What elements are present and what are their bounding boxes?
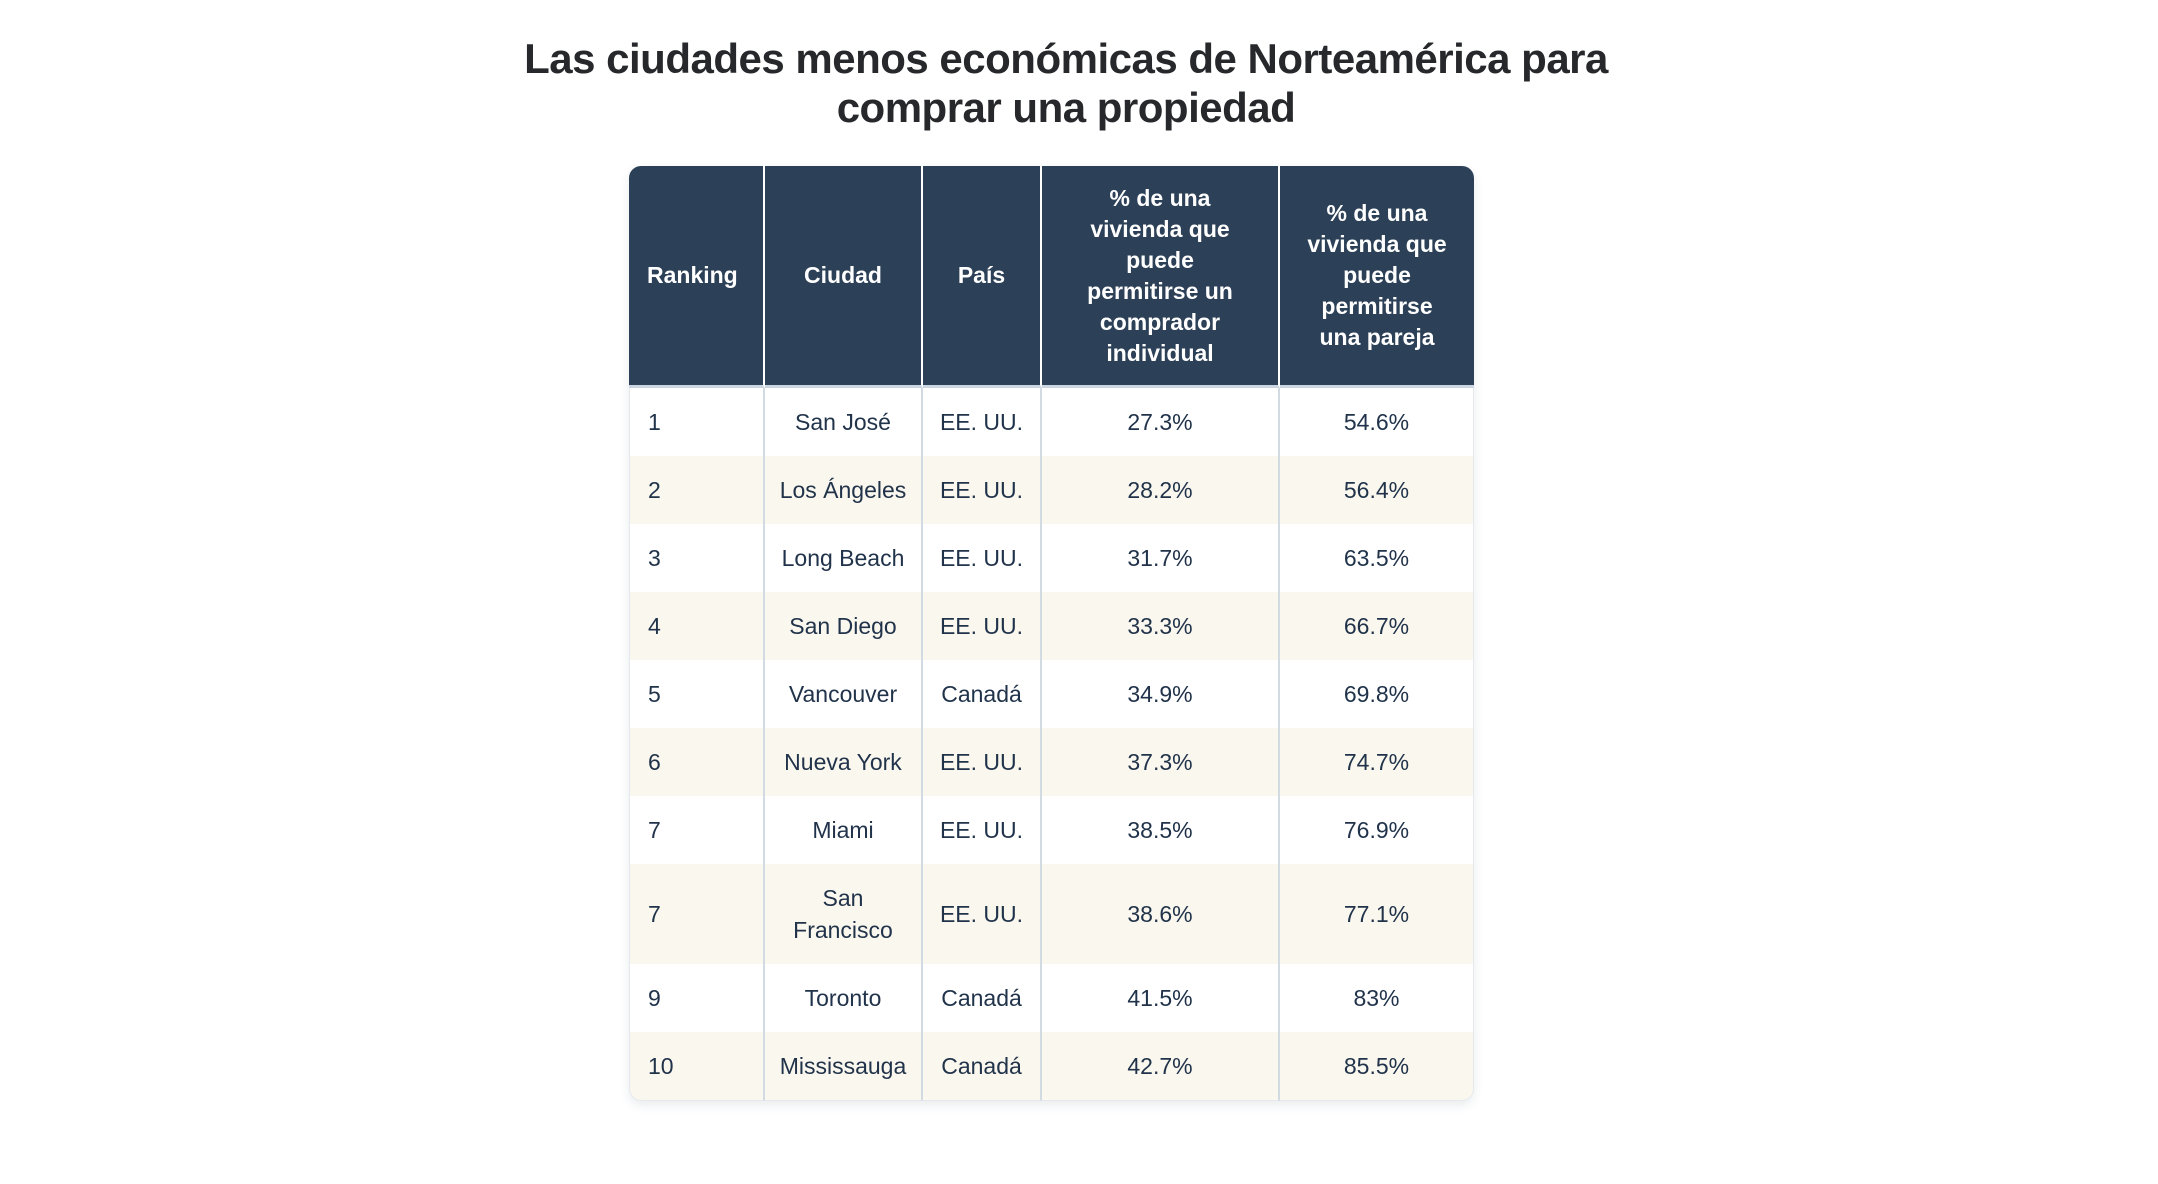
pct-individual-cell: 38.6% — [1042, 864, 1280, 964]
header-city: Ciudad — [765, 166, 923, 388]
city-cell: Miami — [765, 796, 923, 864]
table-row: 1 San José EE. UU. 27.3% 54.6% — [629, 388, 1474, 456]
pct-couple-cell: 56.4% — [1280, 456, 1474, 524]
ranking-cell: 2 — [629, 456, 765, 524]
pct-individual-cell: 33.3% — [1042, 592, 1280, 660]
table-row: 6 Nueva York EE. UU. 37.3% 74.7% — [629, 728, 1474, 796]
country-cell: EE. UU. — [923, 456, 1042, 524]
country-cell: Canadá — [923, 964, 1042, 1032]
header-country: País — [923, 166, 1042, 388]
header-pct-couple: % de una vivienda que puede permitirse u… — [1280, 166, 1474, 388]
ranking-cell: 3 — [629, 524, 765, 592]
city-cell: Vancouver — [765, 660, 923, 728]
pct-individual-cell: 42.7% — [1042, 1032, 1280, 1101]
affordability-table: Ranking Ciudad País % de una vivienda qu… — [629, 166, 1474, 1101]
header-pct-individual: % de una vivienda que puede permitirse u… — [1042, 166, 1280, 388]
pct-individual-cell: 34.9% — [1042, 660, 1280, 728]
table-row: 7 San Francisco EE. UU. 38.6% 77.1% — [629, 864, 1474, 964]
page-title: Las ciudades menos económicas de Norteam… — [524, 35, 1608, 131]
pct-individual-cell: 27.3% — [1042, 388, 1280, 456]
city-cell: Long Beach — [765, 524, 923, 592]
city-cell: San Francisco — [765, 864, 923, 964]
pct-couple-cell: 76.9% — [1280, 796, 1474, 864]
country-cell: EE. UU. — [923, 728, 1042, 796]
pct-individual-cell: 28.2% — [1042, 456, 1280, 524]
header-row: Ranking Ciudad País % de una vivienda qu… — [629, 166, 1474, 388]
affordability-table-container: Ranking Ciudad País % de una vivienda qu… — [629, 166, 1474, 1101]
ranking-cell: 7 — [629, 796, 765, 864]
pct-couple-cell: 66.7% — [1280, 592, 1474, 660]
table-row: 3 Long Beach EE. UU. 31.7% 63.5% — [629, 524, 1474, 592]
pct-couple-cell: 83% — [1280, 964, 1474, 1032]
ranking-cell: 6 — [629, 728, 765, 796]
pct-individual-cell: 31.7% — [1042, 524, 1280, 592]
ranking-cell: 9 — [629, 964, 765, 1032]
country-cell: EE. UU. — [923, 592, 1042, 660]
country-cell: EE. UU. — [923, 524, 1042, 592]
ranking-cell: 1 — [629, 388, 765, 456]
country-cell: EE. UU. — [923, 796, 1042, 864]
pct-couple-cell: 77.1% — [1280, 864, 1474, 964]
city-cell: Los Ángeles — [765, 456, 923, 524]
table-row: 10 Mississauga Canadá 42.7% 85.5% — [629, 1032, 1474, 1101]
pct-couple-cell: 63.5% — [1280, 524, 1474, 592]
pct-individual-cell: 38.5% — [1042, 796, 1280, 864]
ranking-cell: 5 — [629, 660, 765, 728]
pct-couple-cell: 85.5% — [1280, 1032, 1474, 1101]
city-cell: Toronto — [765, 964, 923, 1032]
city-cell: San José — [765, 388, 923, 456]
table-row: 4 San Diego EE. UU. 33.3% 66.7% — [629, 592, 1474, 660]
city-cell: Mississauga — [765, 1032, 923, 1101]
country-cell: EE. UU. — [923, 388, 1042, 456]
pct-couple-cell: 54.6% — [1280, 388, 1474, 456]
pct-individual-cell: 37.3% — [1042, 728, 1280, 796]
city-cell: San Diego — [765, 592, 923, 660]
country-cell: Canadá — [923, 1032, 1042, 1101]
country-cell: EE. UU. — [923, 864, 1042, 964]
table-row: 5 Vancouver Canadá 34.9% 69.8% — [629, 660, 1474, 728]
pct-couple-cell: 74.7% — [1280, 728, 1474, 796]
table-header: Ranking Ciudad País % de una vivienda qu… — [629, 166, 1474, 388]
pct-individual-cell: 41.5% — [1042, 964, 1280, 1032]
pct-couple-cell: 69.8% — [1280, 660, 1474, 728]
city-cell: Nueva York — [765, 728, 923, 796]
ranking-cell: 7 — [629, 864, 765, 964]
ranking-cell: 4 — [629, 592, 765, 660]
country-cell: Canadá — [923, 660, 1042, 728]
header-ranking: Ranking — [629, 166, 765, 388]
table-row: 7 Miami EE. UU. 38.5% 76.9% — [629, 796, 1474, 864]
table-row: 9 Toronto Canadá 41.5% 83% — [629, 964, 1474, 1032]
ranking-cell: 10 — [629, 1032, 765, 1101]
table-body: 1 San José EE. UU. 27.3% 54.6% 2 Los Ángeles EE… — [629, 388, 1474, 1101]
table-row: 2 Los Ángeles EE. UU. 28.2% 56.4% — [629, 456, 1474, 524]
